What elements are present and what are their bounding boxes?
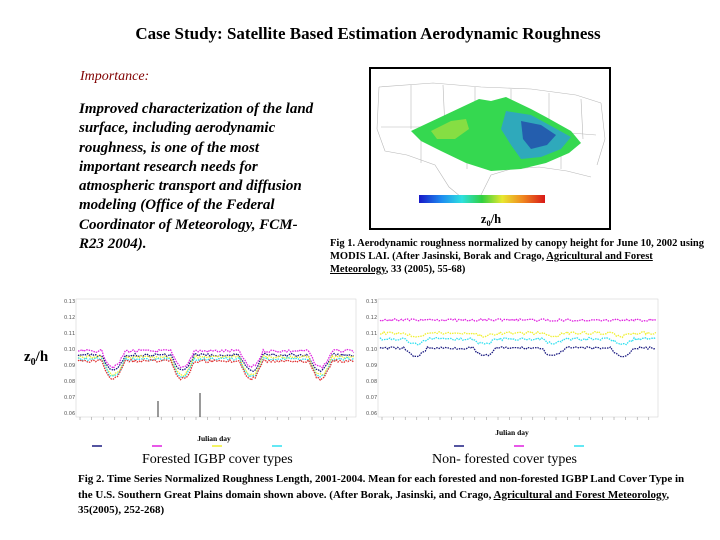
- color-scale-bar: [419, 195, 545, 203]
- x-axis-label: Julian day: [197, 434, 231, 443]
- svg-text:0.09: 0.09: [64, 363, 75, 369]
- series-line: [379, 330, 657, 339]
- plot-area: [377, 298, 659, 418]
- fig1-journal: Agricultural and Forest Meteorology: [330, 251, 653, 275]
- forested-chart-caption: Forested IGBP cover types: [142, 452, 293, 467]
- svg-text:0.08: 0.08: [64, 379, 75, 385]
- svg-text:0.11: 0.11: [366, 331, 377, 337]
- dense-forest-region: [521, 121, 556, 149]
- svg-text:0.09: 0.09: [366, 363, 377, 369]
- x-ticks: [79, 417, 348, 420]
- sparse-region: [431, 119, 469, 139]
- svg-text:0.07: 0.07: [64, 395, 75, 401]
- forested-chart-plot: 0.13 0.12 0.11 0.10 0.09 0.08 0.07 0.06 Julia…: [64, 298, 357, 447]
- svg-text:0.12: 0.12: [366, 315, 377, 321]
- fig2-caption: Fig 2. Time Series Normalized Roughness …: [78, 473, 685, 516]
- svg-text:0.10: 0.10: [366, 347, 377, 353]
- svg-text:0.08: 0.08: [366, 379, 377, 385]
- svg-text:0.12: 0.12: [64, 315, 75, 321]
- series-line: [77, 348, 355, 370]
- y-ticks: 0.13 0.12 0.11 0.10 0.09 0.08 0.07 0.06: [366, 299, 377, 417]
- series-line: [77, 352, 354, 373]
- y-ticks: 0.13 0.12 0.11 0.10 0.09 0.08 0.07 0.06: [64, 299, 75, 417]
- nonforested-chart-caption: Non- forested cover types: [432, 452, 578, 467]
- nonforested-chart-plot: 0.13 0.12 0.11 0.10 0.09 0.08 0.07 0.06 Julia…: [366, 298, 659, 447]
- forested-timeseries-chart: 0.13 0.12 0.11 0.10 0.09 0.08 0.07 0.06 Julia…: [62, 293, 362, 453]
- fig2-journal: Agricultural and Forest Meteorology: [493, 488, 667, 501]
- slide-title: Case Study: Satellite Based Estimation A…: [135, 24, 601, 43]
- importance-label: Importance:: [80, 69, 150, 84]
- series-line: [379, 336, 657, 346]
- series-line: [379, 345, 656, 358]
- svg-text:0.10: 0.10: [64, 347, 75, 353]
- plot-area: [75, 298, 357, 418]
- roughness-map-image: z0/h: [376, 82, 606, 228]
- y-axis-label: z0/h: [24, 349, 49, 368]
- svg-text:0.13: 0.13: [366, 299, 377, 305]
- series-line: [379, 317, 657, 323]
- forested-series: [77, 348, 355, 382]
- svg-text:0.07: 0.07: [366, 395, 377, 401]
- svg-text:0.06: 0.06: [64, 411, 75, 417]
- svg-text:0.13: 0.13: [64, 299, 75, 305]
- series-line: [77, 358, 355, 382]
- fig1-caption: Fig 1. Aerodynamic roughness normalized …: [330, 238, 704, 275]
- importance-body: Improved characterization of the land su…: [79, 101, 314, 253]
- roughness-map: z0/h: [369, 67, 611, 230]
- svg-text:0.11: 0.11: [64, 331, 75, 337]
- x-ticks: [381, 417, 650, 420]
- map-z0h-label: z0/h: [481, 212, 501, 228]
- nonforested-timeseries-chart: 0.13 0.12 0.11 0.10 0.09 0.08 0.07 0.06 Julia…: [364, 293, 664, 453]
- series-line: [78, 356, 355, 378]
- svg-text:0.06: 0.06: [366, 411, 377, 417]
- nonforested-series: [379, 317, 657, 358]
- x-axis-label: Julian day: [495, 428, 529, 437]
